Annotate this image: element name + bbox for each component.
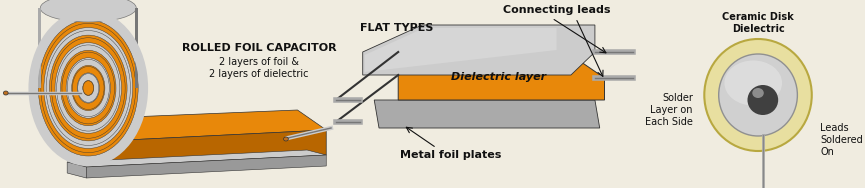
Ellipse shape bbox=[73, 67, 104, 110]
Polygon shape bbox=[86, 130, 326, 167]
Ellipse shape bbox=[57, 45, 120, 131]
Ellipse shape bbox=[83, 81, 93, 95]
Text: FLAT TYPES: FLAT TYPES bbox=[360, 23, 433, 33]
Text: Connecting leads: Connecting leads bbox=[503, 5, 611, 15]
Ellipse shape bbox=[747, 85, 778, 115]
Ellipse shape bbox=[78, 74, 99, 102]
Ellipse shape bbox=[719, 54, 798, 136]
Ellipse shape bbox=[41, 0, 137, 22]
Text: Leads
Soldered
On: Leads Soldered On bbox=[820, 123, 863, 157]
Polygon shape bbox=[58, 110, 326, 142]
Polygon shape bbox=[375, 100, 599, 128]
Ellipse shape bbox=[44, 28, 132, 149]
Ellipse shape bbox=[46, 31, 131, 146]
Ellipse shape bbox=[38, 20, 138, 156]
Polygon shape bbox=[398, 55, 605, 100]
Text: Dielectric layer: Dielectric layer bbox=[452, 72, 547, 82]
Ellipse shape bbox=[72, 65, 105, 111]
Ellipse shape bbox=[61, 50, 116, 126]
Polygon shape bbox=[365, 28, 556, 72]
Text: Solder
Layer on
Each Side: Solder Layer on Each Side bbox=[645, 93, 693, 127]
Polygon shape bbox=[67, 162, 86, 178]
Polygon shape bbox=[362, 25, 595, 75]
Ellipse shape bbox=[67, 59, 109, 117]
Polygon shape bbox=[38, 8, 42, 88]
Ellipse shape bbox=[41, 23, 136, 153]
Ellipse shape bbox=[77, 73, 99, 103]
Ellipse shape bbox=[284, 137, 288, 141]
Ellipse shape bbox=[725, 61, 782, 105]
Ellipse shape bbox=[49, 35, 127, 141]
Polygon shape bbox=[135, 8, 138, 88]
Polygon shape bbox=[67, 150, 326, 167]
Ellipse shape bbox=[33, 14, 144, 162]
Ellipse shape bbox=[83, 80, 93, 96]
Ellipse shape bbox=[51, 38, 125, 138]
Text: Metal foil plates: Metal foil plates bbox=[400, 150, 502, 160]
Text: 2 layers of foil &
2 layers of dielectric: 2 layers of foil & 2 layers of dielectri… bbox=[209, 57, 309, 79]
Ellipse shape bbox=[753, 88, 764, 98]
Ellipse shape bbox=[55, 43, 122, 133]
Polygon shape bbox=[86, 155, 326, 178]
Ellipse shape bbox=[704, 39, 811, 151]
Ellipse shape bbox=[62, 52, 114, 124]
Text: ROLLED FOIL CAPACITOR: ROLLED FOIL CAPACITOR bbox=[182, 43, 336, 53]
Text: Ceramic Disk
Dielectric: Ceramic Disk Dielectric bbox=[722, 12, 794, 34]
Ellipse shape bbox=[3, 91, 8, 95]
Ellipse shape bbox=[66, 58, 111, 118]
